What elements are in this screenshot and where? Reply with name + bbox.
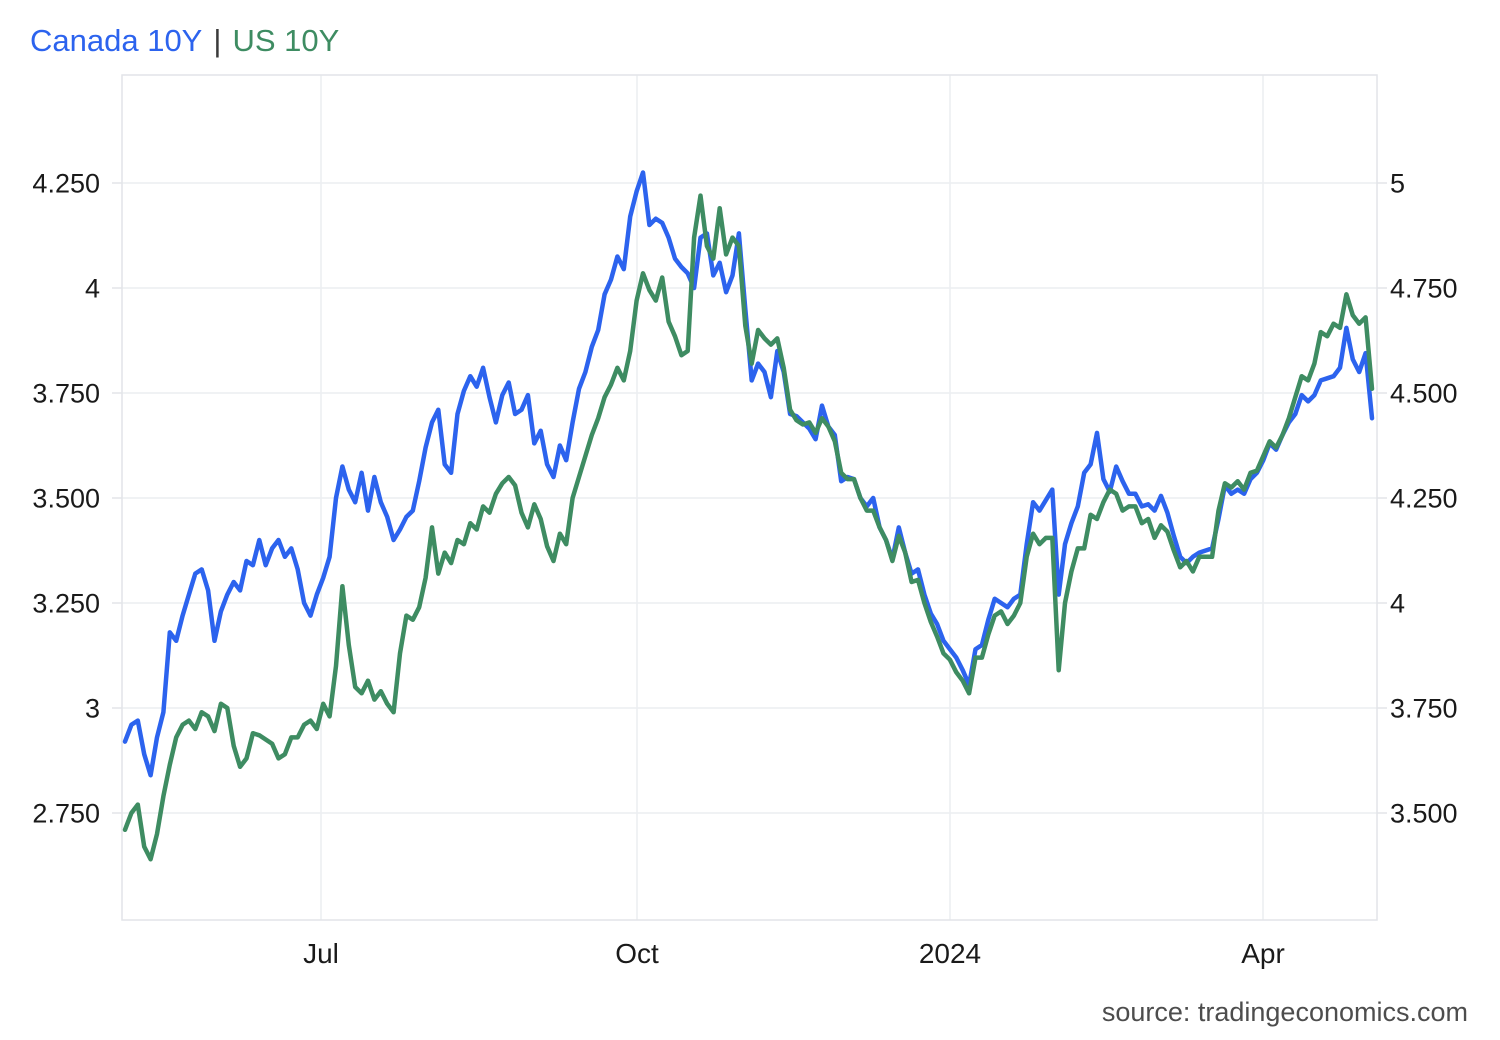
chart-legend: Canada 10Y | US 10Y	[30, 22, 339, 59]
y-axis-right-label: 4.750	[1390, 273, 1458, 303]
x-axis-label: Oct	[615, 938, 659, 969]
x-axis-label: Apr	[1241, 938, 1285, 969]
series-line-canada-10y[interactable]	[122, 170, 1375, 778]
y-axis-right-label: 5	[1390, 168, 1405, 198]
y-axis-right-label: 3.500	[1390, 798, 1458, 828]
x-axis-label: Jul	[303, 938, 339, 969]
y-axis-left-label: 3.500	[32, 483, 100, 513]
y-axis-right-label: 4.250	[1390, 483, 1458, 513]
legend-item-us-10y[interactable]: US 10Y	[232, 23, 340, 58]
y-axis-left-label: 3.750	[32, 378, 100, 408]
legend-item-canada-10y[interactable]: Canada 10Y	[30, 23, 203, 58]
y-axis-right-label: 3.750	[1390, 693, 1458, 723]
y-axis-left-label: 3	[85, 693, 100, 723]
series-line-us-10y[interactable]	[122, 193, 1375, 862]
y-axis-left-label: 2.750	[32, 798, 100, 828]
y-axis-left-label: 4.250	[32, 168, 100, 198]
legend-separator: |	[213, 23, 222, 58]
x-axis-label: 2024	[919, 938, 981, 969]
y-axis-left-label: 3.250	[32, 588, 100, 618]
y-axis-right-label: 4	[1390, 588, 1405, 618]
y-axis-left-label: 4	[85, 273, 100, 303]
plot-border	[121, 74, 1378, 921]
source-attribution: source: tradingeconomics.com	[1101, 997, 1468, 1027]
y-axis-right-label: 4.500	[1390, 378, 1458, 408]
